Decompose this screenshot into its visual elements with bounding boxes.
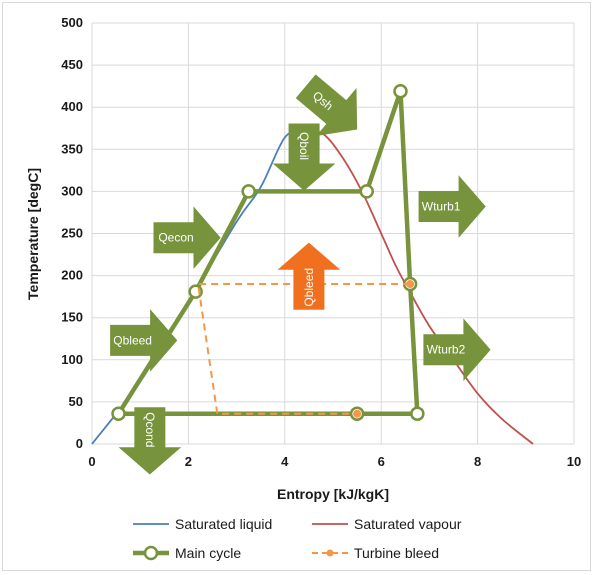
x-tick-label: 10	[567, 454, 581, 469]
legend-marker	[326, 549, 334, 557]
arrow-qbleed: Qbleed	[110, 309, 178, 372]
cycle-lines	[111, 83, 425, 421]
main-cycle-point	[359, 184, 374, 199]
turbine-bleed-point	[353, 409, 362, 418]
legend-label: Saturated vapour	[354, 516, 462, 532]
y-tick-label: 50	[69, 394, 83, 409]
main-cycle-point	[393, 83, 408, 99]
main-cycle-point	[410, 406, 425, 421]
arrow-shape	[418, 175, 486, 238]
y-tick-label: 300	[61, 183, 83, 198]
arrow-qsh: Qsh	[295, 74, 358, 137]
x-tick-label: 0	[88, 454, 95, 469]
y-tick-label: 100	[61, 352, 83, 367]
legend: Saturated liquid Saturated vapour Main cyc…	[133, 516, 462, 561]
legend-item-turbine-bleed: Turbine bleed	[312, 545, 439, 561]
arrow-label: Wturb2	[427, 343, 466, 357]
y-tick-label: 250	[61, 226, 83, 241]
arrow-qboil: Qboil	[272, 123, 336, 191]
arrow-shape	[277, 242, 341, 310]
y-axis-label: Temperature [degC]	[25, 168, 41, 300]
arrow-label: Qcond	[143, 412, 157, 447]
arrow-label: Wturb1	[422, 200, 461, 214]
arrow-label: Qboil	[297, 132, 311, 160]
x-axis-label: Entropy [kJ/kgK]	[277, 486, 389, 502]
chart-frame	[2, 2, 591, 571]
legend-label: Turbine bleed	[354, 545, 439, 561]
x-tick-label: 6	[378, 454, 385, 469]
legend-marker	[143, 545, 159, 561]
arrow-label: Qecon	[158, 231, 193, 245]
y-tick-label: 450	[61, 57, 83, 72]
y-tick-label: 0	[76, 436, 83, 451]
x-tick-label: 4	[281, 454, 289, 469]
arrow-qecon: Qecon	[153, 206, 221, 270]
arrow-wturb2: Wturb2	[423, 318, 491, 382]
x-tick-label: 2	[185, 454, 192, 469]
main-cycle-point	[241, 184, 256, 199]
legend-item-saturated-vapour: Saturated vapour	[312, 516, 462, 532]
arrow-shape	[295, 74, 358, 137]
arrow-label: Qbleed	[113, 333, 152, 347]
arrow-label: Qbleed	[302, 268, 316, 307]
y-tick-label: 200	[61, 268, 83, 283]
arrow-shape	[118, 407, 182, 475]
legend-item-saturated-liquid: Saturated liquid	[133, 516, 272, 532]
tick-labels: 0 50 100 150 200 250 300 350 400 450 500 0 2 4 6 8 10	[61, 15, 581, 469]
legend-label: Saturated liquid	[175, 516, 272, 532]
y-tick-label: 350	[61, 141, 83, 156]
main-cycle-point	[111, 406, 126, 421]
turbine-bleed-point	[406, 280, 415, 289]
y-tick-label: 400	[61, 99, 83, 114]
arrow-shape	[423, 318, 491, 382]
arrow-shape	[272, 123, 336, 191]
x-tick-label: 8	[474, 454, 481, 469]
turbine-bleed-line	[196, 283, 411, 415]
arrow-shape	[110, 309, 178, 372]
legend-item-main-cycle: Main cycle	[133, 545, 241, 561]
saturated-vapour-curve	[303, 129, 534, 445]
arrow-qcond: Qcond	[118, 407, 182, 475]
y-tick-label: 500	[61, 15, 83, 30]
arrow-wturb1: Wturb1	[418, 175, 486, 238]
arrow-qbleed: Qbleed	[277, 242, 341, 310]
y-tick-label: 150	[61, 310, 83, 325]
arrow-shape	[153, 206, 221, 270]
legend-label: Main cycle	[175, 545, 241, 561]
